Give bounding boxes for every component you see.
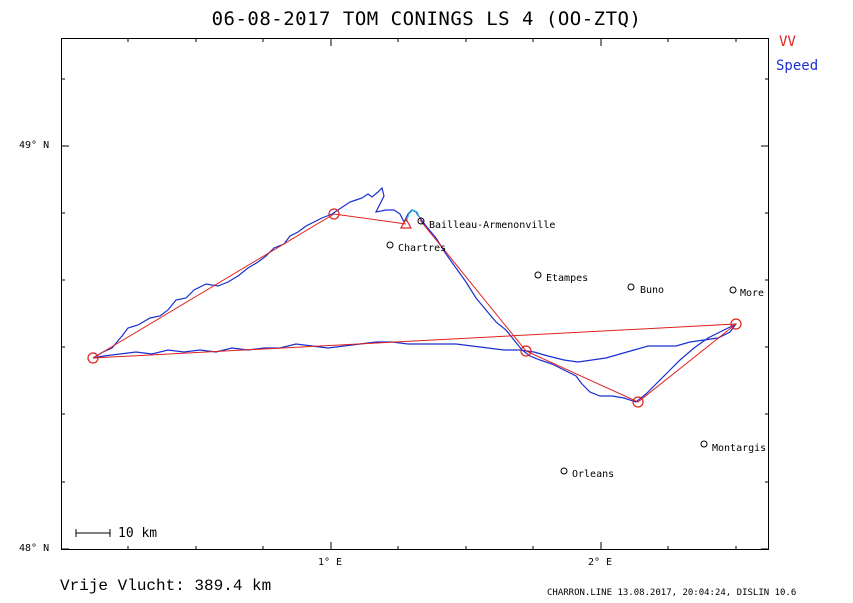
map-frame [61, 38, 769, 550]
town-label: Montargis [712, 443, 767, 454]
axis-ticks [61, 38, 769, 550]
optimised-route-2 [92, 219, 738, 403]
climb-segment [405, 209, 421, 223]
start-triangle [399, 217, 413, 229]
map-title: 06-08-2017 TOM CONINGS LS 4 (OO-ZTQ) [211, 8, 642, 30]
legend-speed: Speed [776, 58, 819, 74]
turnpoints [87, 208, 742, 408]
town-marker [386, 241, 394, 249]
town-marker [729, 286, 737, 294]
turnpoint [520, 345, 532, 357]
town-marker [534, 271, 542, 279]
town-markers [386, 217, 737, 475]
town-label: Orleans [572, 469, 615, 480]
lat-label-48: 48° N [19, 543, 50, 554]
town-label: More [740, 288, 765, 299]
turnpoint [632, 396, 644, 408]
scale-bar-label: 10 km [118, 526, 158, 541]
optimised-route [92, 213, 407, 359]
town-label: Bailleau-Armenonville [429, 220, 556, 231]
lon-label-1: 1° E [318, 557, 343, 568]
town-marker [700, 440, 708, 448]
legend-vv: VV [779, 34, 796, 50]
scale-bar [75, 529, 111, 537]
turnpoint [87, 352, 99, 364]
town-marker [627, 283, 635, 291]
turnpoint [730, 318, 742, 330]
town-label: Etampes [546, 273, 589, 284]
lon-label-2: 2° E [588, 557, 613, 568]
footer-info: CHARRON.LINE 13.08.2017, 20:04:24, DISLI… [547, 588, 797, 598]
town-label: Buno [640, 285, 665, 296]
turnpoint [328, 208, 340, 220]
town-marker [560, 467, 568, 475]
flight-distance: Vrije Vlucht: 389.4 km [60, 577, 272, 595]
town-label: Chartres [398, 243, 447, 254]
town-marker [417, 217, 425, 225]
lat-label-49: 49° N [19, 140, 50, 151]
